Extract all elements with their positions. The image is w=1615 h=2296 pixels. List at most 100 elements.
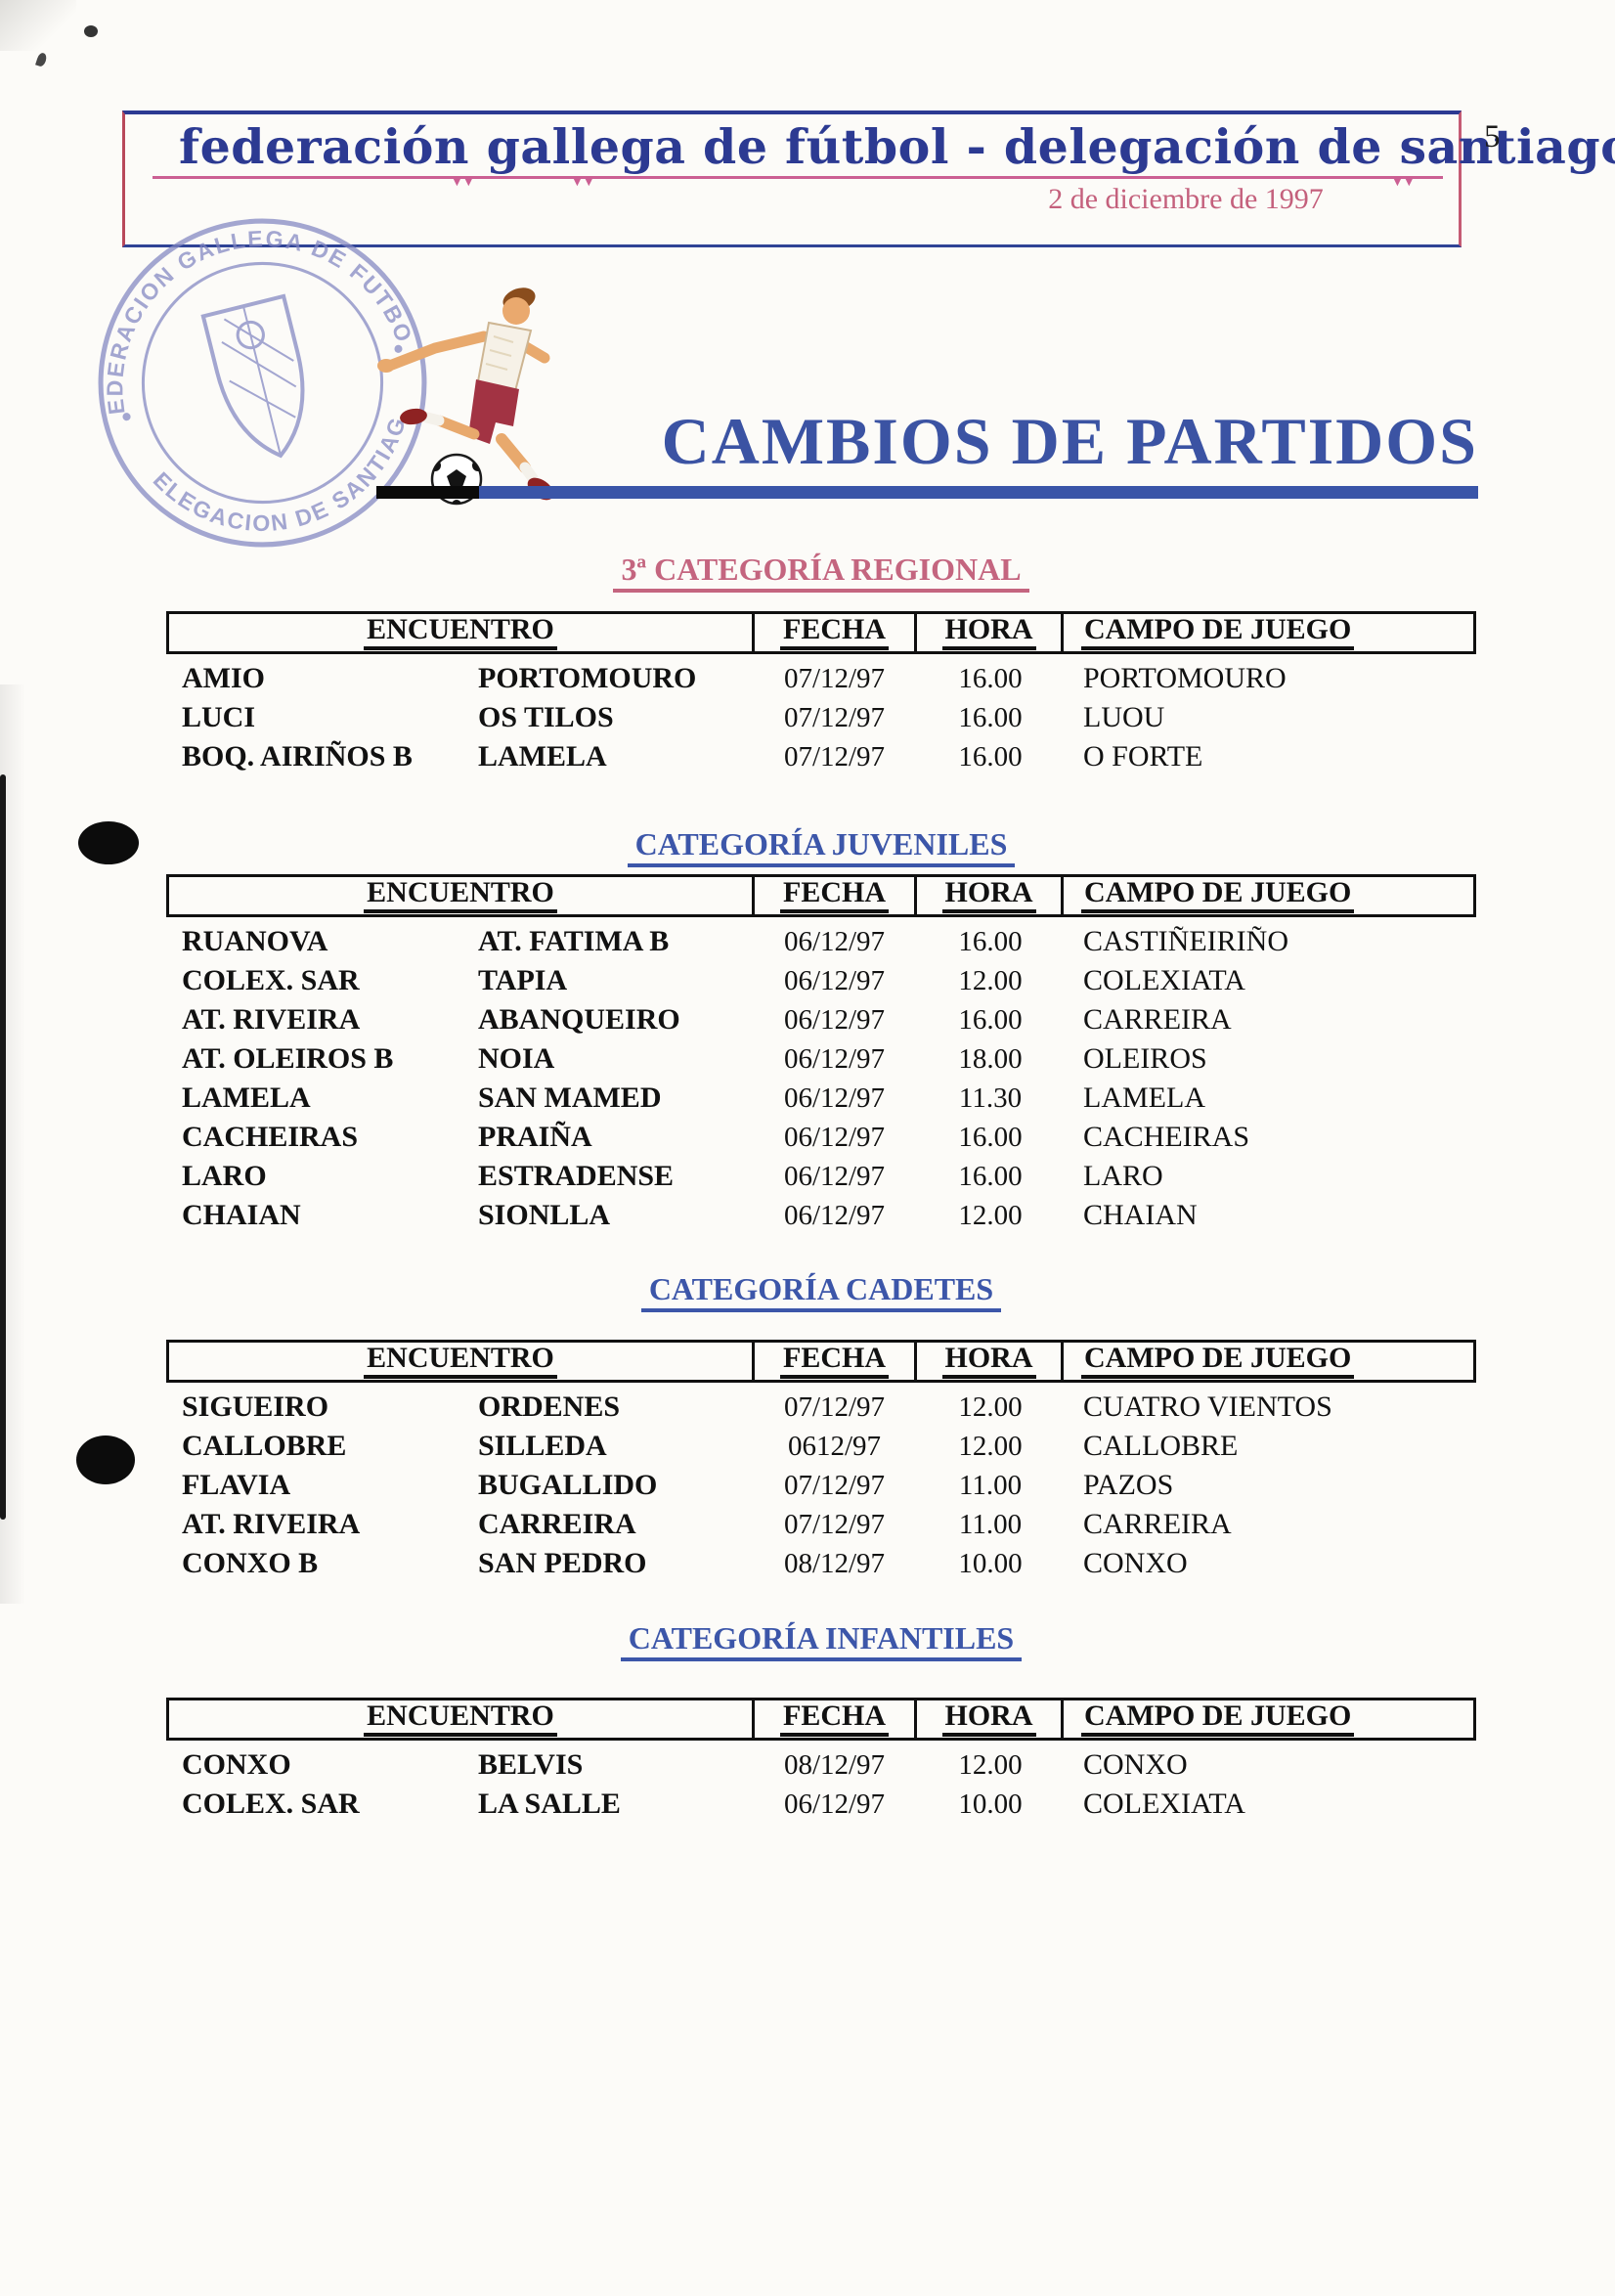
match-time: 10.00 — [958, 1547, 1023, 1579]
category-heading-text: CATEGORÍA INFANTILES — [620, 1620, 1023, 1661]
match-date: 06/12/97 — [783, 1082, 886, 1114]
away-team: AT. FATIMA B — [478, 924, 670, 957]
match-time: 11.30 — [958, 1082, 1023, 1114]
match-row: CONXO B SAN PEDRO 08/12/97 10.00 CONXO — [166, 1544, 1476, 1583]
page-number: 5 — [1484, 119, 1501, 155]
away-team: LA SALLE — [478, 1787, 621, 1820]
match-field: CUATRO VIENTOS — [1083, 1390, 1332, 1423]
match-field: CASTIÑEIRIÑO — [1083, 924, 1288, 957]
match-table: ENCUENTRO FECHA HORA CAMPO DE JUEGO AMIO… — [166, 610, 1476, 776]
home-team: COLEX. SAR — [182, 963, 360, 996]
scan-edge-line — [0, 774, 6, 1520]
player-back-shoe — [400, 408, 427, 425]
rule-ornament: ▼▼ — [1390, 174, 1417, 190]
away-team: LAMELA — [478, 739, 607, 773]
org-title: federación gallega de fútbol - delegació… — [179, 118, 1615, 175]
table-header-row: ENCUENTRO FECHA HORA CAMPO DE JUEGO — [166, 873, 1476, 917]
category-heading: 3ª CATEGORÍA REGIONAL — [166, 550, 1476, 593]
away-team: OS TILOS — [478, 700, 614, 733]
away-team: BELVIS — [478, 1747, 584, 1781]
match-time: 11.00 — [958, 1469, 1023, 1501]
away-team: TAPIA — [478, 963, 568, 996]
player-front-arm — [386, 331, 490, 371]
category-heading-text: 3ª CATEGORÍA REGIONAL — [613, 552, 1029, 593]
category-heading: CATEGORÍA JUVENILES — [166, 824, 1476, 867]
col-header-encuentro: ENCUENTRO — [169, 877, 752, 914]
match-field: CONXO — [1083, 1747, 1188, 1781]
col-header-campo: CAMPO DE JUEGO — [1061, 1342, 1473, 1380]
home-team: AT. RIVEIRA — [182, 1507, 361, 1540]
match-row: LUCI OS TILOS 07/12/97 16.00 LUOU — [166, 698, 1476, 737]
home-team: LUCI — [182, 700, 256, 733]
away-team: BUGALLIDO — [478, 1468, 658, 1501]
match-time: 12.00 — [958, 1199, 1023, 1231]
home-team: CHAIAN — [182, 1198, 301, 1231]
col-header-fecha: FECHA — [752, 876, 914, 914]
match-row: AMIO PORTOMOURO 07/12/97 16.00 PORTOMOUR… — [166, 659, 1476, 698]
letterhead-date: 2 de diciembre de 1997 — [1048, 183, 1324, 215]
match-date: 07/12/97 — [783, 1469, 886, 1501]
letterhead-box: federación gallega de fútbol - delegació… — [122, 110, 1615, 247]
away-team: ORDENES — [478, 1390, 621, 1423]
match-field: CACHEIRAS — [1083, 1120, 1250, 1153]
col-header-hora: HORA — [914, 613, 1061, 651]
home-team: LARO — [182, 1159, 267, 1192]
match-field: OLEIROS — [1083, 1041, 1207, 1075]
match-field: CARREIRA — [1083, 1507, 1232, 1540]
category-heading-text: CATEGORÍA JUVENILES — [627, 826, 1016, 867]
match-field: CARREIRA — [1083, 1002, 1232, 1036]
table-body: AMIO PORTOMOURO 07/12/97 16.00 PORTOMOUR… — [166, 659, 1476, 776]
table-body: CONXO BELVIS 08/12/97 12.00 CONXO COLEX.… — [166, 1745, 1476, 1824]
match-row: COLEX. SAR LA SALLE 06/12/97 10.00 COLEX… — [166, 1785, 1476, 1824]
col-header-fecha: FECHA — [752, 613, 914, 651]
match-time: 16.00 — [958, 1160, 1023, 1192]
match-time: 16.00 — [958, 740, 1023, 773]
home-team: SIGUEIRO — [182, 1390, 329, 1423]
home-team: BOQ. AIRIÑOS B — [182, 739, 413, 773]
match-row: CACHEIRAS PRAIÑA 06/12/97 16.00 CACHEIRA… — [166, 1118, 1476, 1157]
match-row: CALLOBRE SILLEDA 0612/97 12.00 CALLOBRE — [166, 1427, 1476, 1466]
away-team: PRAIÑA — [478, 1120, 592, 1153]
match-field: LUOU — [1083, 700, 1165, 733]
match-row: AT. RIVEIRA ABANQUEIRO 06/12/97 16.00 CA… — [166, 1000, 1476, 1039]
home-team: RUANOVA — [182, 924, 328, 957]
soccer-player-clipart — [377, 287, 554, 506]
match-time: 12.00 — [958, 1748, 1023, 1781]
player-kick-leg — [496, 433, 531, 473]
table-header-row: ENCUENTRO FECHA HORA CAMPO DE JUEGO — [166, 610, 1476, 654]
match-row: RUANOVA AT. FATIMA B 06/12/97 16.00 CAST… — [166, 922, 1476, 961]
letterhead-rule — [153, 176, 1443, 179]
punch-hole-top — [78, 821, 139, 864]
home-team: AMIO — [182, 661, 265, 694]
away-team: ESTRADENSE — [478, 1159, 675, 1192]
match-row: BOQ. AIRIÑOS B LAMELA 07/12/97 16.00 O F… — [166, 737, 1476, 776]
match-field: PAZOS — [1083, 1468, 1174, 1501]
player-head — [502, 297, 530, 325]
match-table: ENCUENTRO FECHA HORA CAMPO DE JUEGO RUAN… — [166, 873, 1476, 1235]
category-section: CATEGORÍA JUVENILES ENCUENTRO FECHA HORA… — [0, 824, 1615, 1235]
away-team: SIONLLA — [478, 1198, 611, 1231]
home-team: FLAVIA — [182, 1468, 291, 1501]
col-header-hora: HORA — [914, 1342, 1061, 1380]
table-header-row: ENCUENTRO FECHA HORA CAMPO DE JUEGO — [166, 1339, 1476, 1383]
away-team: SAN MAMED — [478, 1081, 662, 1114]
match-field: CALLOBRE — [1083, 1429, 1239, 1462]
scan-speck-dot — [84, 25, 98, 37]
home-team: AT. OLEIROS B — [182, 1041, 394, 1075]
col-header-fecha: FECHA — [752, 1700, 914, 1738]
away-team: ABANQUEIRO — [478, 1002, 680, 1036]
table-header-row: ENCUENTRO FECHA HORA CAMPO DE JUEGO — [166, 1697, 1476, 1741]
match-time: 16.00 — [958, 701, 1023, 733]
rule-ornament: ▼▼ — [450, 174, 476, 190]
match-date: 08/12/97 — [783, 1748, 886, 1781]
home-team: CONXO — [182, 1747, 291, 1781]
match-time: 12.00 — [958, 964, 1023, 996]
away-team: CARREIRA — [478, 1507, 636, 1540]
match-field: CONXO — [1083, 1546, 1188, 1579]
category-section: CATEGORÍA CADETES ENCUENTRO FECHA HORA C… — [0, 1269, 1615, 1583]
stamp-inner-ring — [141, 261, 384, 505]
match-row: CHAIAN SIONLLA 06/12/97 12.00 CHAIAN — [166, 1196, 1476, 1235]
match-date: 06/12/97 — [783, 925, 886, 957]
match-row: AT. RIVEIRA CARREIRA 07/12/97 11.00 CARR… — [166, 1505, 1476, 1544]
